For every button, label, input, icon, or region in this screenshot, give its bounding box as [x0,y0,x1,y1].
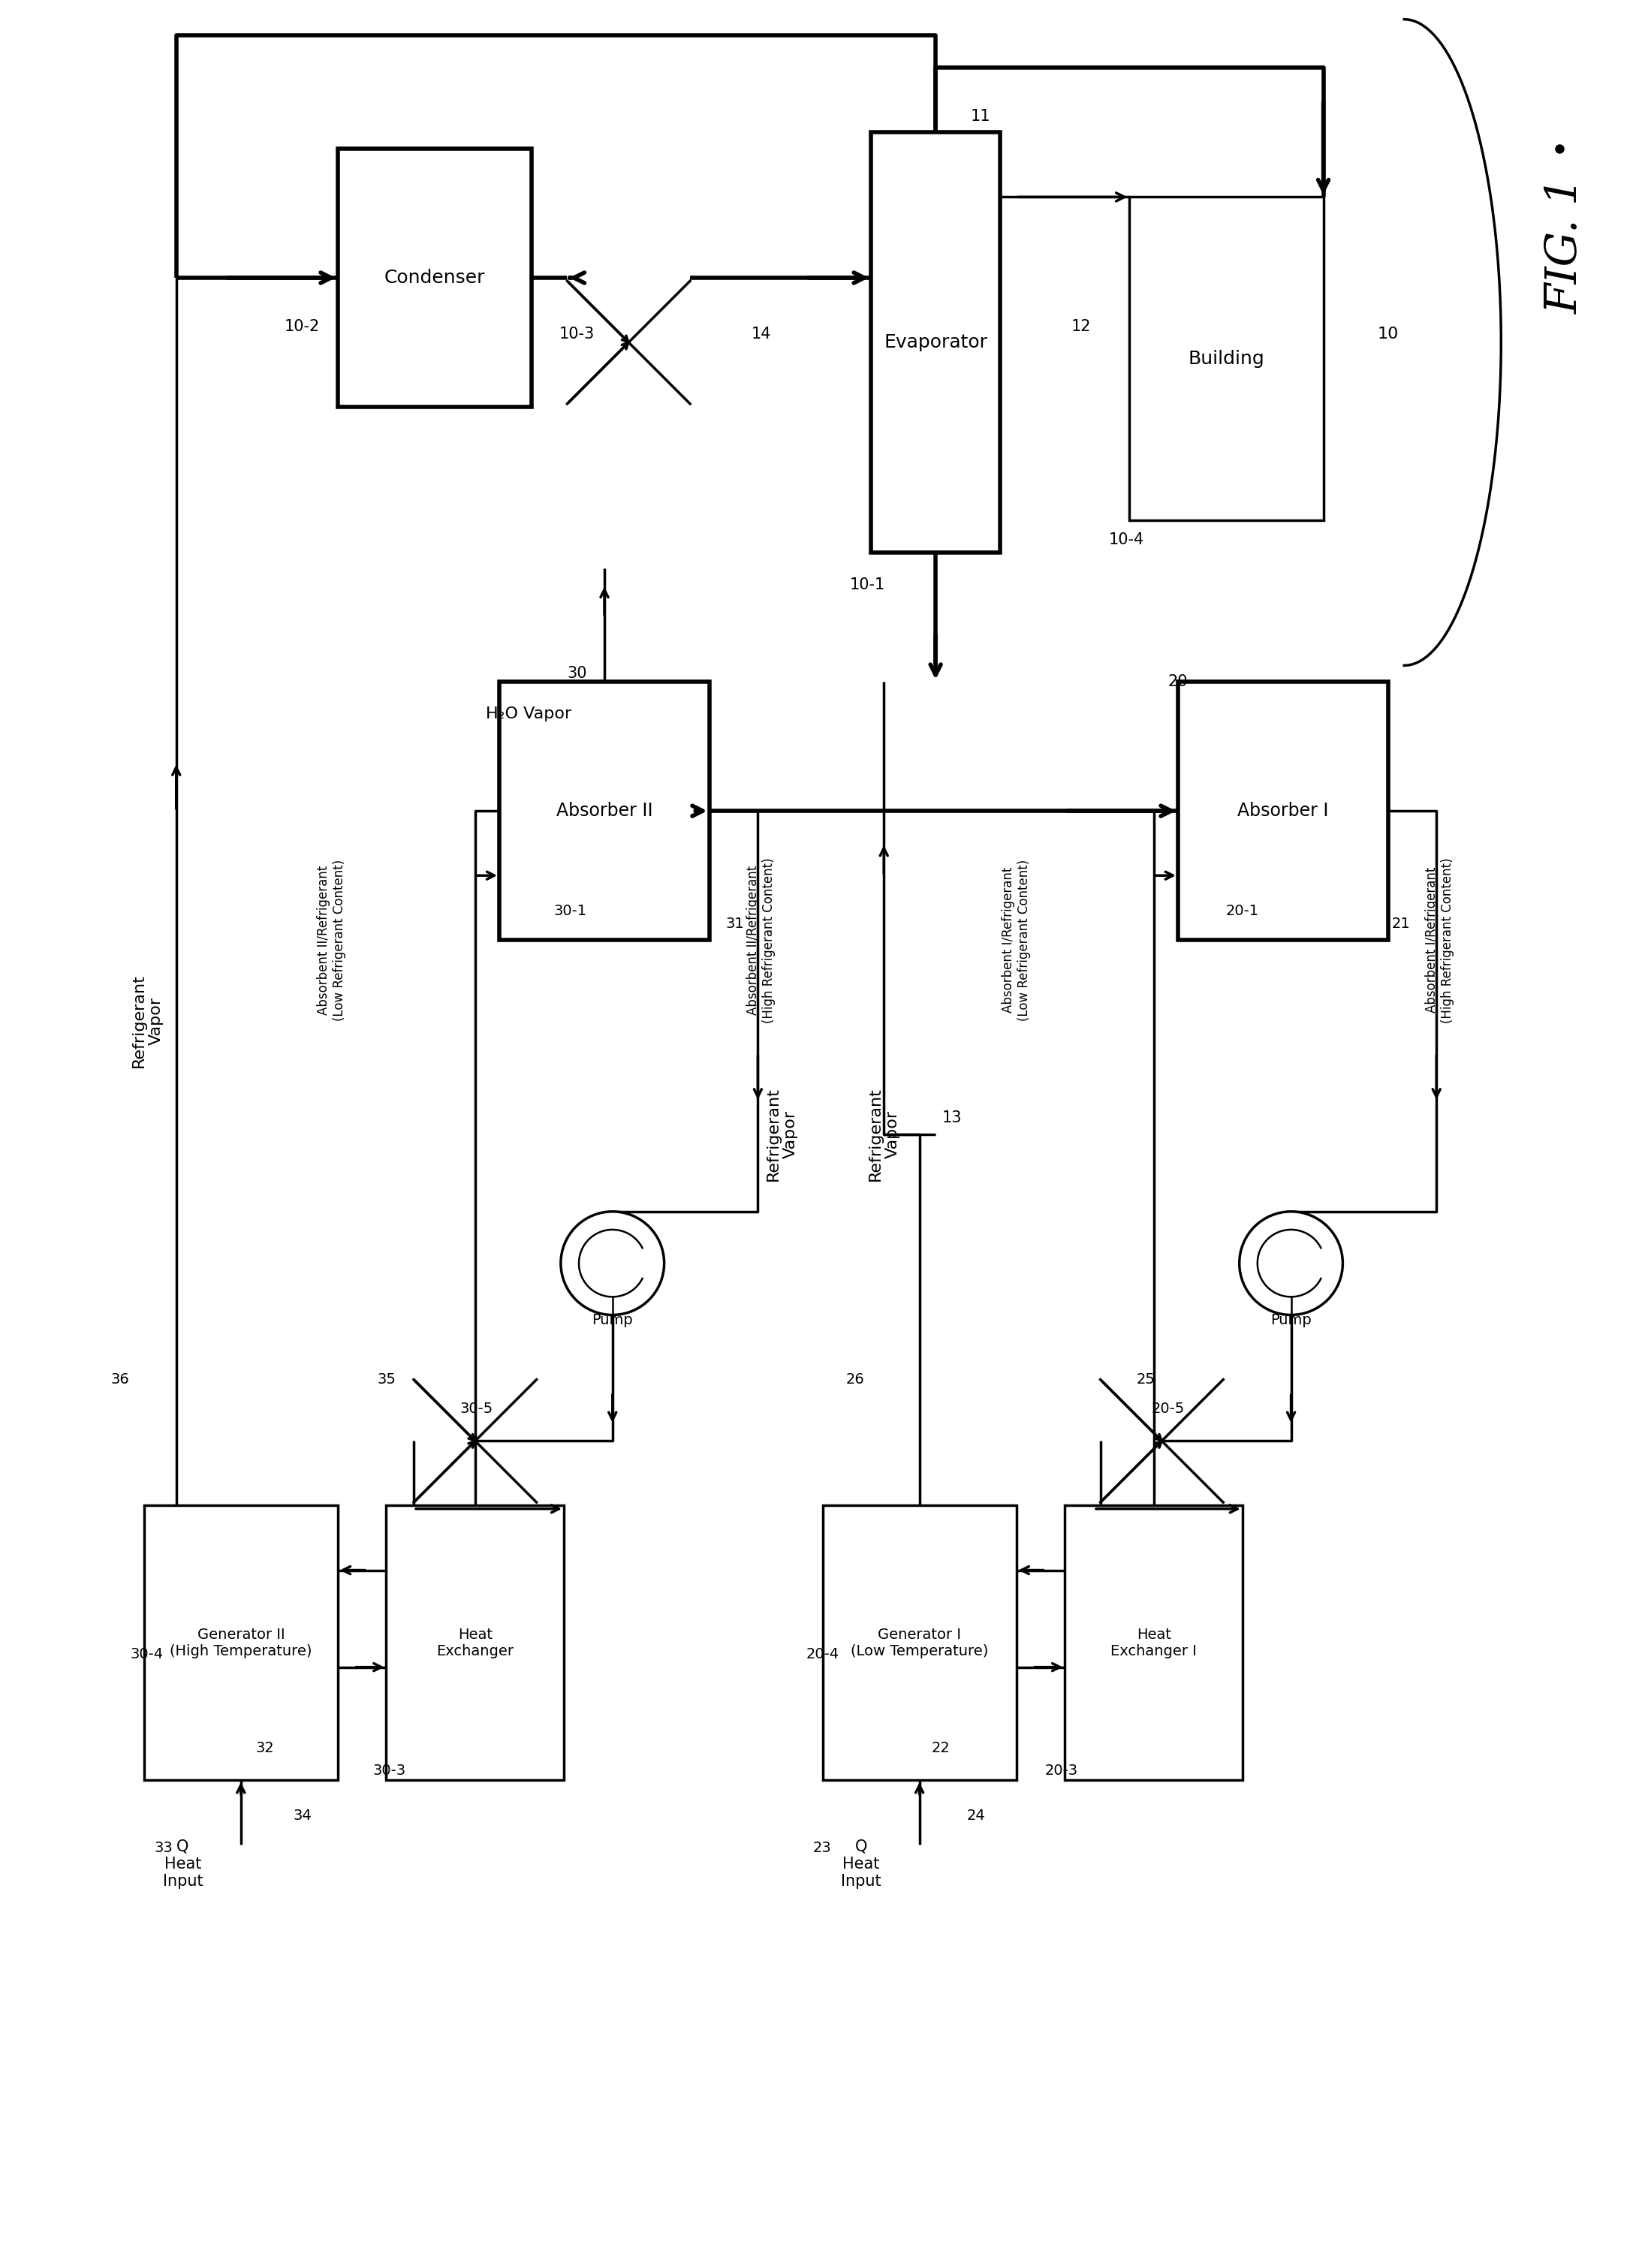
Bar [822,1506,1017,1780]
Text: Absorbent I/Refrigerant
(High Refrigerant Content): Absorbent I/Refrigerant (High Refrigeran… [1425,857,1454,1023]
Text: 20-2: 20-2 [1296,1225,1329,1238]
Text: Generator I
(Low Temperature): Generator I (Low Temperature) [850,1628,989,1658]
Text: 21: 21 [1392,916,1410,932]
Text: 34: 34 [293,1808,311,1823]
Bar [870,132,1000,553]
Text: 30-5: 30-5 [461,1402,493,1415]
Text: Generator II
(High Temperature): Generator II (High Temperature) [169,1628,313,1658]
Text: Absorbent I/Refrigerant
(Low Refrigerant Content): Absorbent I/Refrigerant (Low Refrigerant… [1002,860,1031,1021]
Text: Refrigerant
Vapor: Refrigerant Vapor [867,1086,900,1182]
Text: 33: 33 [155,1842,173,1855]
Text: Evaporator: Evaporator [883,333,987,352]
Text: 30-4: 30-4 [130,1647,164,1662]
Text: 31: 31 [725,916,745,932]
Text: 24: 24 [967,1808,985,1823]
Text: 20-4: 20-4 [806,1647,839,1662]
Text: 30-1: 30-1 [554,905,587,919]
Text: Condenser: Condenser [385,270,485,286]
Bar [387,1506,564,1780]
Text: FIG. 1: FIG. 1 [1545,177,1587,313]
Text: 13: 13 [943,1111,962,1125]
Bar [1178,683,1388,941]
Text: 10-4: 10-4 [1109,533,1143,547]
Text: Refrigerant
Vapor: Refrigerant Vapor [767,1086,798,1182]
Text: 10-3: 10-3 [559,327,594,342]
Text: 10: 10 [1377,327,1398,342]
Text: 25: 25 [1137,1372,1155,1386]
Text: 30: 30 [568,667,587,680]
Text: 20-1: 20-1 [1226,905,1258,919]
Text: Absorber I: Absorber I [1237,803,1329,821]
Text: Liquid
Pump: Liquid Pump [1268,1297,1313,1327]
Text: 20: 20 [1168,674,1188,689]
Text: Q
Heat
Input: Q Heat Input [163,1839,202,1889]
Text: 22: 22 [931,1742,949,1755]
Text: 11: 11 [971,109,990,125]
Text: Refrigerant
Vapor: Refrigerant Vapor [132,973,163,1068]
Text: 30-3: 30-3 [373,1765,406,1778]
Text: 32: 32 [257,1742,275,1755]
Bar [1130,197,1323,519]
Text: Absorbent II/Refrigerant
(Low Refrigerant Content): Absorbent II/Refrigerant (Low Refrigeran… [317,860,345,1021]
Text: 30-2: 30-2 [619,1225,651,1238]
Text: Absorbent II/Refrigerant
(High Refrigerant Content): Absorbent II/Refrigerant (High Refrigera… [747,857,776,1023]
Text: 14: 14 [752,327,772,342]
Text: 10-2: 10-2 [285,320,321,333]
Text: 36: 36 [110,1372,128,1386]
Bar [1064,1506,1242,1780]
Text: Heat
Exchanger I: Heat Exchanger I [1110,1628,1198,1658]
Text: Liquid
Pump: Liquid Pump [591,1297,635,1327]
Text: H₂O Vapor: H₂O Vapor [485,705,571,721]
Text: Q
Heat
Input: Q Heat Input [841,1839,882,1889]
Circle shape [1239,1211,1342,1315]
Circle shape [561,1211,665,1315]
Text: 10-1: 10-1 [850,578,885,592]
Bar [337,147,531,406]
Bar [500,683,709,941]
Text: 20-3: 20-3 [1045,1765,1077,1778]
Text: 20-5: 20-5 [1151,1402,1184,1415]
Text: 23: 23 [813,1842,832,1855]
Text: Building: Building [1188,349,1265,367]
Bar [143,1506,337,1780]
Text: 12: 12 [1071,320,1091,333]
Text: 26: 26 [846,1372,864,1386]
Text: Absorber II: Absorber II [556,803,653,821]
Text: 35: 35 [377,1372,395,1386]
Text: Heat
Exchanger: Heat Exchanger [436,1628,513,1658]
